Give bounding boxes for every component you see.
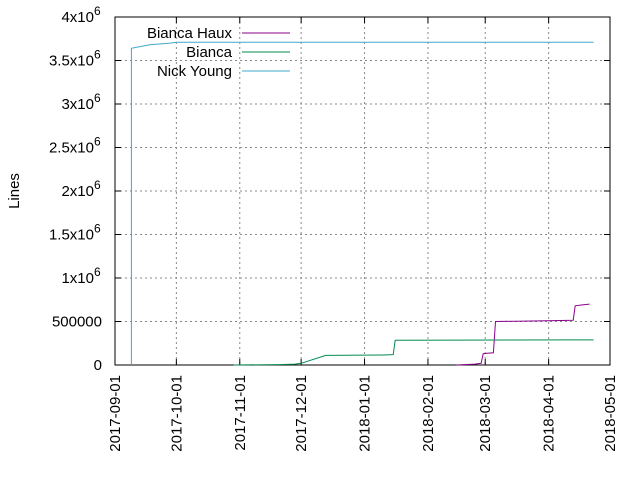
legend: Bianca Haux Bianca Nick Young [147, 25, 290, 80]
y-tick-exponent: 6 [94, 135, 101, 149]
y-tick-label: 2.5x10 [49, 140, 94, 157]
y-tick-exponent: 6 [94, 265, 101, 279]
y-tick-label: 1x10 [61, 270, 94, 287]
y-tick-label: 2x10 [61, 183, 94, 200]
y-tick-exponent: 6 [94, 4, 101, 18]
gridlines [115, 17, 610, 365]
x-tick-label: 2017-09-01 [107, 375, 124, 452]
series-line-bianca [233, 339, 594, 366]
series-line-bianca-haux [456, 303, 590, 366]
x-tick-label: 2018-01-01 [357, 375, 374, 452]
y-tick-label: 500000 [52, 314, 102, 331]
legend-label: Nick Young [157, 63, 232, 80]
y-tick-exponent: 6 [94, 178, 101, 192]
x-tick-label: 2017-11-01 [232, 375, 249, 451]
y-tick-exponent: 6 [94, 222, 101, 236]
x-tick-label: 2018-04-01 [541, 375, 558, 452]
y-tick-exponent: 6 [94, 91, 101, 105]
x-tick-label: 2018-03-01 [477, 375, 494, 452]
y-tick-label: 3x10 [61, 96, 94, 113]
y-tick-label: 1.5x10 [49, 227, 94, 244]
y-tick-label: 4x10 [61, 9, 94, 26]
y-tick-exponent: 6 [94, 48, 101, 62]
y-tick-label: 3.5x10 [49, 53, 94, 70]
y-axis-label: Lines [6, 173, 23, 209]
x-tick-label: 2017-10-01 [168, 375, 185, 452]
legend-label: Bianca Haux [147, 25, 233, 42]
x-tick-label: 2018-05-01 [602, 375, 619, 452]
series-lines [130, 41, 594, 366]
x-tick-label: 2017-12-01 [293, 375, 310, 452]
x-tick-label: 2018-02-01 [420, 375, 437, 452]
series-line-nick-young [130, 41, 594, 365]
y-tick-label: 0 [94, 357, 102, 374]
x-axis: 2017-09-01 2017-10-01 2017-11-01 2017-12-01… [107, 17, 619, 452]
legend-label: Bianca [186, 44, 233, 61]
